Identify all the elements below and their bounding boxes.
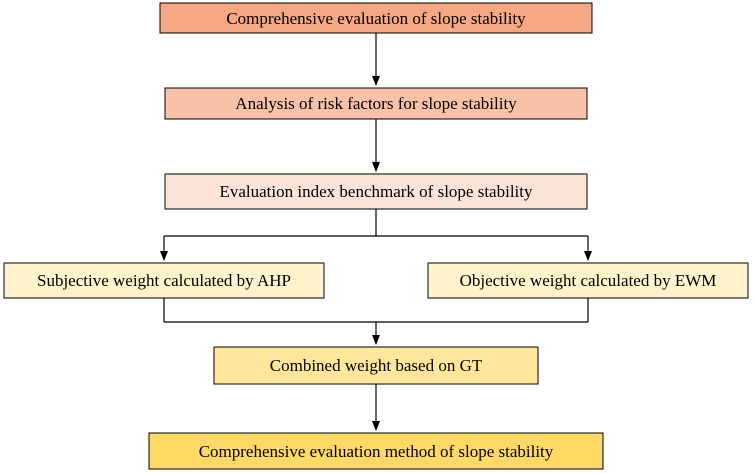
node-n3-label: Evaluation index benchmark of slope stab… — [219, 182, 533, 201]
connectors — [160, 33, 592, 431]
node-n6: Combined weight based on GT — [213, 346, 539, 385]
node-n6-box — [213, 346, 539, 385]
node-n4-box — [3, 262, 325, 299]
node-n2-box — [164, 87, 588, 120]
node-n7-label: Comprehensive evaluation method of slope… — [199, 442, 554, 461]
node-n2: Analysis of risk factors for slope stabi… — [164, 87, 588, 120]
node-n7: Comprehensive evaluation method of slope… — [148, 432, 604, 470]
node-n1: Comprehensive evaluation of slope stabil… — [159, 2, 593, 34]
node-n4-label: Subjective weight calculated by AHP — [37, 271, 291, 290]
node-n1-box — [159, 2, 593, 34]
node-n3: Evaluation index benchmark of slope stab… — [164, 173, 588, 210]
node-n3-box — [164, 173, 588, 210]
node-n6-label: Combined weight based on GT — [270, 356, 483, 375]
node-n5-label: Objective weight calculated by EWM — [460, 271, 717, 290]
node-n2-label: Analysis of risk factors for slope stabi… — [235, 94, 517, 113]
node-n1-label: Comprehensive evaluation of slope stabil… — [226, 9, 526, 28]
node-n7-box — [148, 432, 604, 470]
node-n5: Objective weight calculated by EWM — [427, 262, 749, 299]
node-n4: Subjective weight calculated by AHP — [3, 262, 325, 299]
node-n5-box — [427, 262, 749, 299]
